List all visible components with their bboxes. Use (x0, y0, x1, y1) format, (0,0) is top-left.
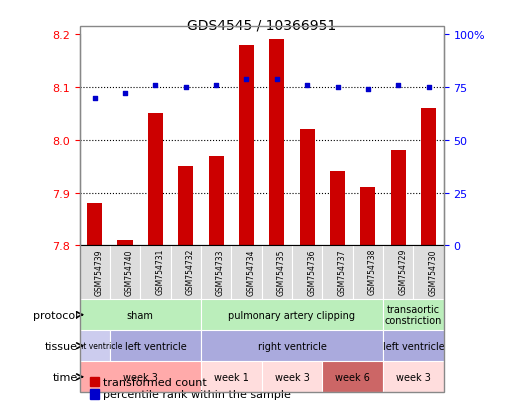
Bar (148, 114, 163, 246)
FancyBboxPatch shape (80, 299, 201, 330)
Bar (239, 46, 254, 246)
Point (303, 82, 311, 89)
FancyBboxPatch shape (322, 246, 353, 299)
FancyBboxPatch shape (201, 330, 383, 361)
FancyBboxPatch shape (140, 246, 170, 299)
Text: protocol: protocol (33, 310, 78, 320)
Text: GSM754729: GSM754729 (398, 249, 407, 295)
Text: transformed count: transformed count (103, 377, 206, 387)
Text: right ventricle: right ventricle (68, 342, 122, 350)
Bar (208, 156, 224, 246)
Text: GSM754737: GSM754737 (338, 249, 346, 295)
Bar (360, 188, 376, 246)
Text: left ventricle: left ventricle (125, 341, 186, 351)
Text: GSM754736: GSM754736 (307, 249, 316, 295)
Text: week 3: week 3 (396, 372, 431, 382)
Title: GDS4545 / 10366951: GDS4545 / 10366951 (187, 19, 336, 33)
Text: sham: sham (127, 310, 154, 320)
Bar (178, 167, 193, 246)
FancyBboxPatch shape (383, 299, 444, 330)
Text: GSM754740: GSM754740 (125, 249, 134, 295)
Point (151, 82, 160, 89)
FancyBboxPatch shape (110, 246, 140, 299)
Bar (330, 172, 345, 246)
Text: tissue: tissue (45, 341, 78, 351)
FancyBboxPatch shape (201, 246, 231, 299)
Bar (269, 40, 284, 246)
Text: GSM754733: GSM754733 (216, 249, 225, 295)
Text: transaortic
constriction: transaortic constriction (385, 304, 442, 326)
Bar (117, 240, 133, 246)
Bar (390, 151, 406, 246)
FancyBboxPatch shape (201, 361, 262, 392)
FancyBboxPatch shape (383, 361, 444, 392)
Point (91, 95, 99, 102)
FancyBboxPatch shape (353, 246, 383, 299)
Text: GSM754739: GSM754739 (95, 249, 104, 295)
Text: pulmonary artery clipping: pulmonary artery clipping (228, 310, 356, 320)
Text: GSM754731: GSM754731 (155, 249, 164, 295)
Point (242, 76, 250, 83)
Point (273, 76, 281, 83)
FancyBboxPatch shape (110, 330, 201, 361)
Text: right ventricle: right ventricle (258, 341, 326, 351)
FancyBboxPatch shape (383, 330, 444, 361)
FancyBboxPatch shape (413, 246, 444, 299)
FancyBboxPatch shape (322, 361, 383, 392)
FancyBboxPatch shape (262, 361, 322, 392)
Text: week 6: week 6 (336, 372, 370, 382)
Text: week 3: week 3 (274, 372, 309, 382)
Point (424, 85, 432, 91)
FancyBboxPatch shape (383, 246, 413, 299)
FancyBboxPatch shape (201, 299, 383, 330)
Text: GSM754735: GSM754735 (277, 249, 286, 295)
Text: GSM754738: GSM754738 (368, 249, 377, 295)
Text: week 3: week 3 (123, 372, 157, 382)
FancyBboxPatch shape (231, 246, 262, 299)
Point (182, 85, 190, 91)
Text: GSM754734: GSM754734 (246, 249, 255, 295)
FancyBboxPatch shape (80, 361, 201, 392)
FancyBboxPatch shape (262, 246, 292, 299)
Point (394, 82, 402, 89)
FancyBboxPatch shape (170, 246, 201, 299)
Bar (87, 204, 102, 246)
Point (364, 87, 372, 93)
Text: GSM754732: GSM754732 (186, 249, 195, 295)
Text: time: time (53, 372, 78, 382)
Point (333, 85, 342, 91)
Point (121, 91, 129, 97)
Text: GSM754730: GSM754730 (428, 249, 438, 295)
FancyBboxPatch shape (80, 246, 110, 299)
Text: left ventricle: left ventricle (383, 341, 444, 351)
Bar (300, 130, 315, 246)
Bar (421, 109, 436, 246)
FancyBboxPatch shape (292, 246, 322, 299)
Point (212, 82, 220, 89)
Text: week 1: week 1 (214, 372, 249, 382)
Text: percentile rank within the sample: percentile rank within the sample (103, 389, 290, 399)
FancyBboxPatch shape (80, 330, 110, 361)
